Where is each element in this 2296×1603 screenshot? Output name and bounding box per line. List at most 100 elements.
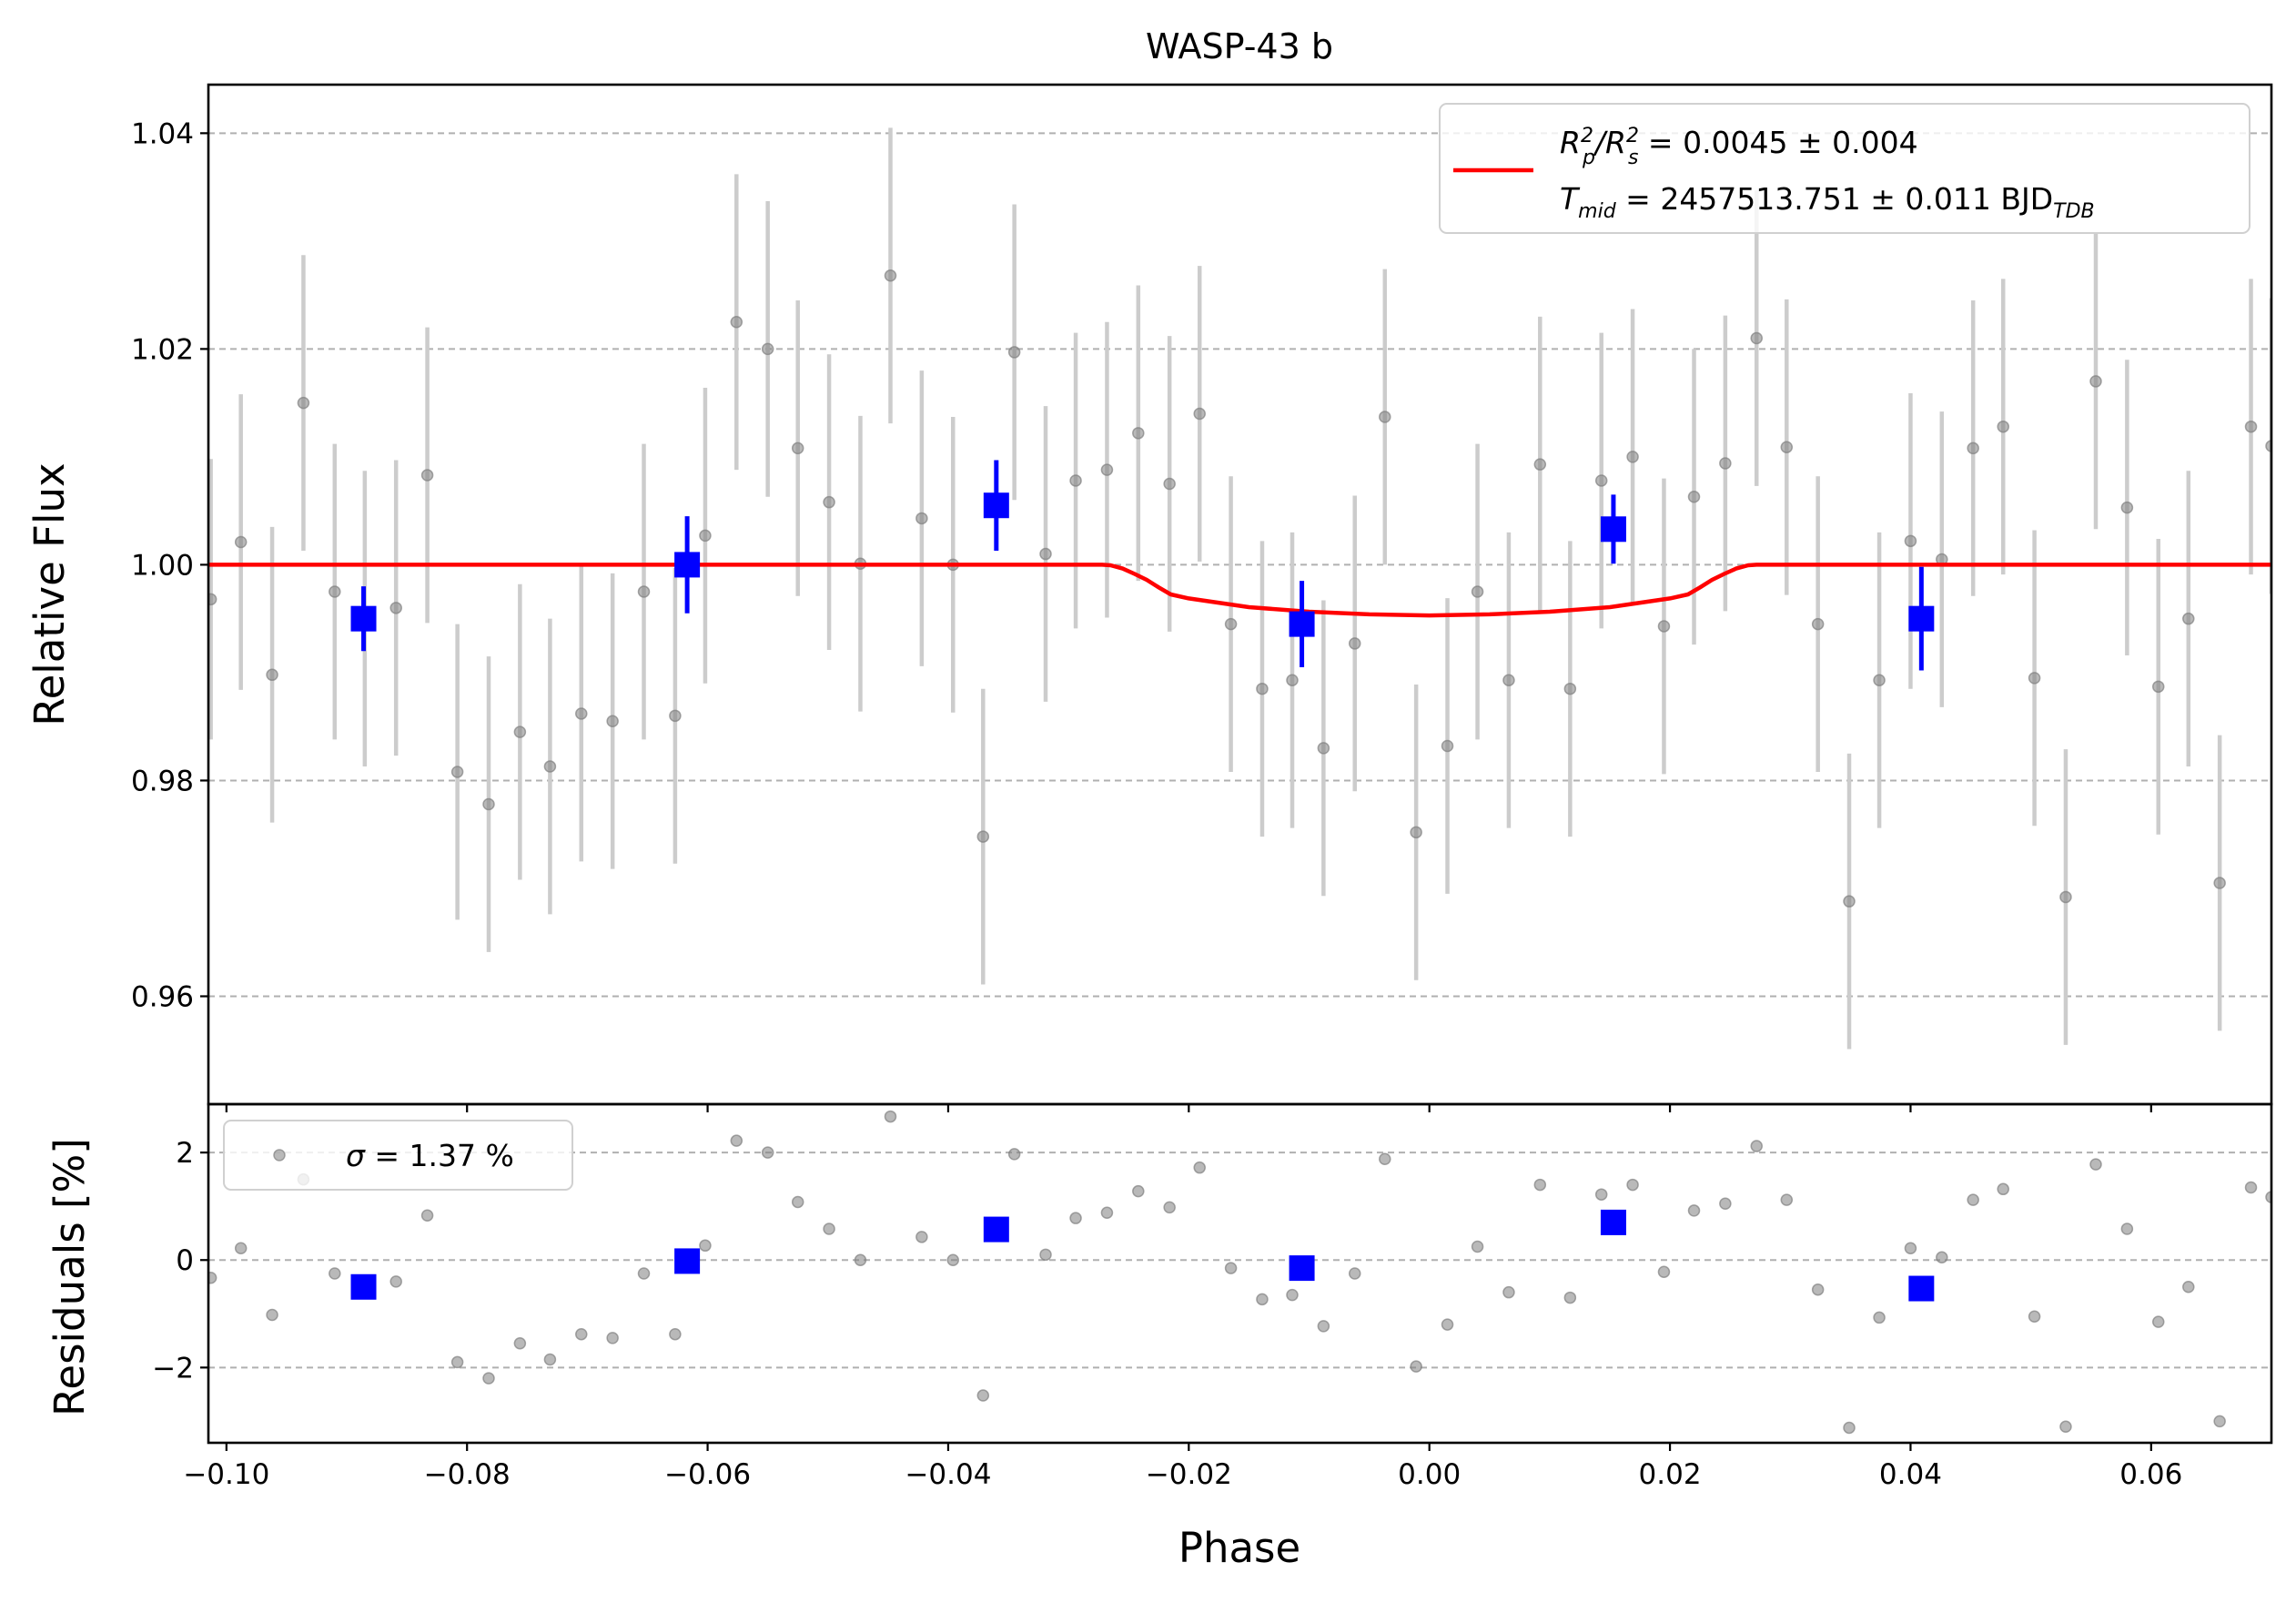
main-y-axis-label: Relative Flux (25, 462, 74, 725)
residual-point (1100, 1206, 1114, 1220)
residual-point (1224, 1262, 1238, 1274)
main-y-ticks: 0.96 0.98 1.00 1.02 1.04 (131, 117, 2152, 1112)
data-point (1007, 346, 1021, 359)
data-point (2151, 680, 2165, 694)
data-point (1348, 637, 1361, 650)
residual-point (1039, 1248, 1052, 1262)
data-point (2265, 440, 2271, 452)
data-point (1843, 895, 1856, 908)
residual-point (1007, 1148, 1021, 1161)
residual-point (1719, 1197, 1732, 1210)
residual-binned-point (1908, 1275, 1935, 1302)
residual-point (730, 1134, 743, 1147)
x-tick-label: −0.06 (664, 1458, 751, 1491)
residual-point (450, 1355, 464, 1369)
residual-binned-points (350, 1209, 1935, 1302)
data-point (450, 766, 464, 778)
residual-y-tick-label: −2 (152, 1352, 194, 1385)
data-point (1563, 682, 1577, 695)
binned-point (674, 552, 701, 578)
data-point (1471, 585, 1484, 598)
residual-point (513, 1337, 527, 1350)
data-point (329, 585, 341, 598)
residual-point (420, 1209, 434, 1222)
main-y-tick-label: 1.04 (131, 117, 194, 150)
residual-point (1997, 1182, 2009, 1196)
residual-point (482, 1372, 495, 1385)
data-point (1193, 407, 1206, 421)
residual-point (699, 1239, 712, 1253)
residual-plot-frame (207, 1102, 2273, 1445)
binned-points (350, 460, 1935, 671)
data-point (637, 585, 651, 598)
residual-point (1563, 1291, 1577, 1304)
data-point (1224, 617, 1238, 631)
residual-point (606, 1332, 619, 1344)
residual-point (1873, 1311, 1886, 1324)
residual-point (1936, 1251, 1948, 1264)
residual-point (329, 1267, 341, 1280)
data-point (976, 830, 990, 843)
residual-point (1069, 1212, 1082, 1224)
residual-point (1533, 1178, 1547, 1192)
data-point (1317, 742, 1330, 755)
residual-point (1379, 1152, 1391, 1165)
residual-point (1657, 1265, 1671, 1278)
residual-point (1502, 1285, 1515, 1299)
residual-point (637, 1267, 651, 1280)
data-point (1379, 411, 1391, 423)
data-point (823, 495, 835, 509)
main-legend: R2 p/R2 s = 0.0045 ± 0.004 Tmid = 2457513.… (1439, 103, 2250, 234)
residual-point (266, 1308, 278, 1322)
data-point (297, 396, 310, 410)
x-tick-label: 0.04 (1879, 1458, 1942, 1491)
x-tick-label: −0.08 (424, 1458, 511, 1491)
binned-point (1600, 516, 1626, 543)
residual-point (915, 1231, 928, 1243)
data-point (884, 269, 897, 282)
main-panel: 0.96 0.98 1.00 1.02 1.04 Relative Flux R2 p/R… (25, 83, 2273, 1112)
residual-point (543, 1353, 557, 1366)
residual-point (1780, 1193, 1794, 1206)
data-point (730, 315, 743, 329)
data-point (2120, 501, 2134, 514)
residual-point (823, 1223, 835, 1235)
main-y-tick-label: 1.00 (131, 549, 194, 582)
data-point (1039, 547, 1052, 561)
data-point (1441, 739, 1454, 753)
residual-y-ticks: −2 0 2 (152, 1137, 208, 1385)
data-point (575, 707, 588, 720)
data-point (2244, 420, 2258, 433)
data-point (1132, 427, 1145, 440)
residual-binned-point (1600, 1209, 1626, 1235)
residual-point (1626, 1178, 1639, 1192)
legend-radius-ratio: R2 p/R2 s = 0.0045 ± 0.004 (1560, 125, 1918, 169)
data-point (543, 760, 557, 773)
residual-point (2059, 1420, 2072, 1434)
data-point (2028, 672, 2041, 685)
data-point (266, 668, 278, 682)
residual-point (1967, 1193, 1979, 1206)
residual-point (2151, 1315, 2165, 1328)
data-point (2089, 375, 2102, 388)
data-point (1780, 441, 1794, 453)
residual-legend-text: σ = 1.37 % (346, 1138, 514, 1173)
residual-point (1317, 1320, 1330, 1333)
residual-point (575, 1327, 588, 1341)
residual-y-tick-label: 0 (176, 1244, 194, 1277)
model-line (208, 563, 2271, 618)
data-point (1502, 674, 1515, 686)
residual-point (234, 1242, 248, 1254)
x-axis-label: Phase (1178, 1524, 1300, 1572)
data-point (915, 512, 928, 525)
data-point (1533, 458, 1547, 471)
residual-point (1843, 1421, 1856, 1435)
residual-binned-point (983, 1216, 1009, 1243)
data-point (1286, 674, 1299, 686)
residual-y-tick-label: 2 (176, 1137, 194, 1170)
residual-binned-point (350, 1273, 377, 1300)
data-point (1069, 474, 1082, 487)
x-tick-label: 0.02 (1639, 1458, 1702, 1491)
chart-title: WASP-43 b (1146, 26, 1333, 66)
